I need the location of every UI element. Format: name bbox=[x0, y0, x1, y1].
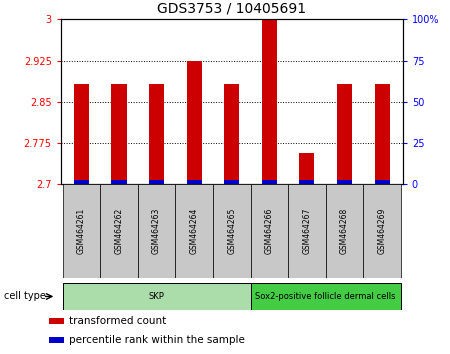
Text: GSM464268: GSM464268 bbox=[340, 208, 349, 254]
Text: GSM464262: GSM464262 bbox=[114, 208, 123, 254]
Bar bbox=[326, 184, 363, 278]
Bar bbox=[187, 180, 202, 184]
Bar bbox=[262, 180, 277, 184]
Text: GSM464264: GSM464264 bbox=[189, 208, 198, 254]
Bar bbox=[149, 180, 164, 184]
Bar bbox=[49, 319, 64, 324]
Text: GSM464266: GSM464266 bbox=[265, 208, 274, 254]
Bar bbox=[74, 84, 89, 184]
Text: GSM464261: GSM464261 bbox=[77, 208, 86, 254]
Bar bbox=[74, 180, 89, 184]
Bar bbox=[213, 184, 251, 278]
Bar bbox=[149, 84, 164, 184]
Text: GSM464263: GSM464263 bbox=[152, 208, 161, 254]
Bar bbox=[337, 84, 352, 184]
Bar bbox=[251, 184, 288, 278]
Text: Sox2-positive follicle dermal cells: Sox2-positive follicle dermal cells bbox=[256, 292, 396, 301]
Text: GSM464265: GSM464265 bbox=[227, 208, 236, 254]
Bar bbox=[363, 184, 401, 278]
Bar bbox=[224, 84, 239, 184]
Bar bbox=[337, 180, 352, 184]
Bar bbox=[299, 180, 315, 184]
Bar bbox=[100, 184, 138, 278]
Bar bbox=[112, 180, 126, 184]
Bar bbox=[262, 19, 277, 184]
Text: SKP: SKP bbox=[148, 292, 165, 301]
Bar bbox=[374, 180, 390, 184]
Bar bbox=[299, 153, 315, 184]
Text: GSM464269: GSM464269 bbox=[378, 208, 387, 254]
Bar bbox=[138, 184, 176, 278]
Bar bbox=[374, 84, 390, 184]
Bar bbox=[187, 61, 202, 184]
Text: percentile rank within the sample: percentile rank within the sample bbox=[69, 335, 245, 345]
Bar bbox=[49, 337, 64, 343]
Text: cell type: cell type bbox=[4, 291, 46, 302]
Bar bbox=[63, 283, 251, 310]
Bar bbox=[288, 184, 326, 278]
Bar bbox=[176, 184, 213, 278]
Bar bbox=[224, 180, 239, 184]
Bar bbox=[112, 84, 126, 184]
Bar bbox=[63, 184, 100, 278]
Bar bbox=[251, 283, 401, 310]
Text: transformed count: transformed count bbox=[69, 316, 166, 326]
Text: GSM464267: GSM464267 bbox=[302, 208, 311, 254]
Title: GDS3753 / 10405691: GDS3753 / 10405691 bbox=[157, 1, 306, 16]
